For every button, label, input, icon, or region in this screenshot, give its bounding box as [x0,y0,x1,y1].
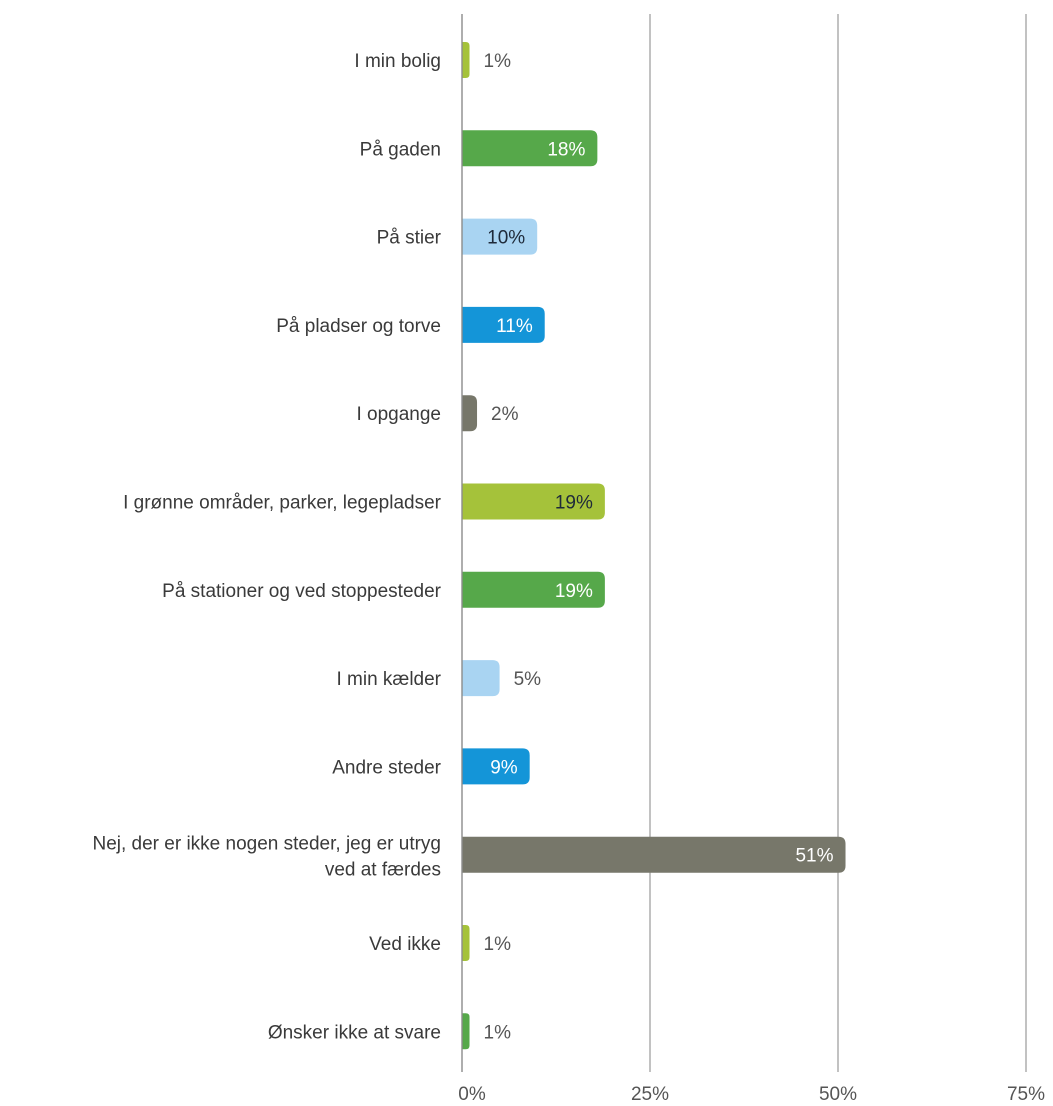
x-tick-labels: 0% 25% 50% 75% [458,1084,1045,1105]
category-label-2: På gaden [360,139,441,160]
value-label-11: 1% [484,934,512,955]
bar-10 [462,836,846,873]
category-labels: I min bolig På gaden På stier På pladser og… [92,51,441,1043]
x-tick-label-75pct: 75% [1007,1084,1045,1105]
bar-7 [462,571,605,608]
value-label-9: 9% [490,757,518,778]
value-label-2: 18% [547,139,585,160]
value-label-6: 19% [555,493,593,514]
category-label-6: I grønne områder, parker, legepladser [123,493,442,514]
x-tick-label-0pct: 0% [458,1084,486,1105]
bar-5 [462,395,478,432]
bar-8 [462,660,500,697]
value-labels: 1% 18% 10% 11% 2% 19% 19% 5% 9% 51% 1% 1% [484,51,834,1043]
value-label-12: 1% [484,1022,512,1043]
bar-9 [462,748,530,785]
category-label-5: I opgange [356,404,441,425]
gridlines [649,14,1027,1072]
category-label-7: På stationer og ved stoppesteder [162,581,442,602]
category-label-11: Ved ikke [369,934,441,955]
category-label-8: I min kælder [336,669,441,690]
value-label-4: 11% [496,316,533,337]
category-label-10: Nej, der er ikke nogen steder, jeg er ut… [92,834,441,881]
category-label-9: Andre steder [332,757,441,778]
value-label-1: 1% [484,51,512,72]
bar-12 [462,1013,470,1050]
category-label-12: Ønsker ikke at svare [268,1022,441,1043]
bar-3 [462,218,538,255]
bar-11 [462,925,470,961]
value-label-10: 51% [795,846,833,867]
category-label-4: På pladser og torve [276,316,441,337]
bar-2 [462,130,598,167]
bar-1 [462,42,470,78]
bar-6 [462,483,605,520]
value-label-3: 10% [487,228,525,249]
value-label-5: 2% [491,404,519,425]
x-tick-label-50pct: 50% [819,1084,857,1105]
bars [462,42,846,1050]
value-label-8: 5% [514,669,542,690]
bar-4 [462,306,545,343]
value-label-7: 19% [555,581,593,602]
x-tick-label-25pct: 25% [631,1084,669,1105]
category-label-1: I min bolig [354,51,441,72]
category-label-3: På stier [377,228,442,249]
